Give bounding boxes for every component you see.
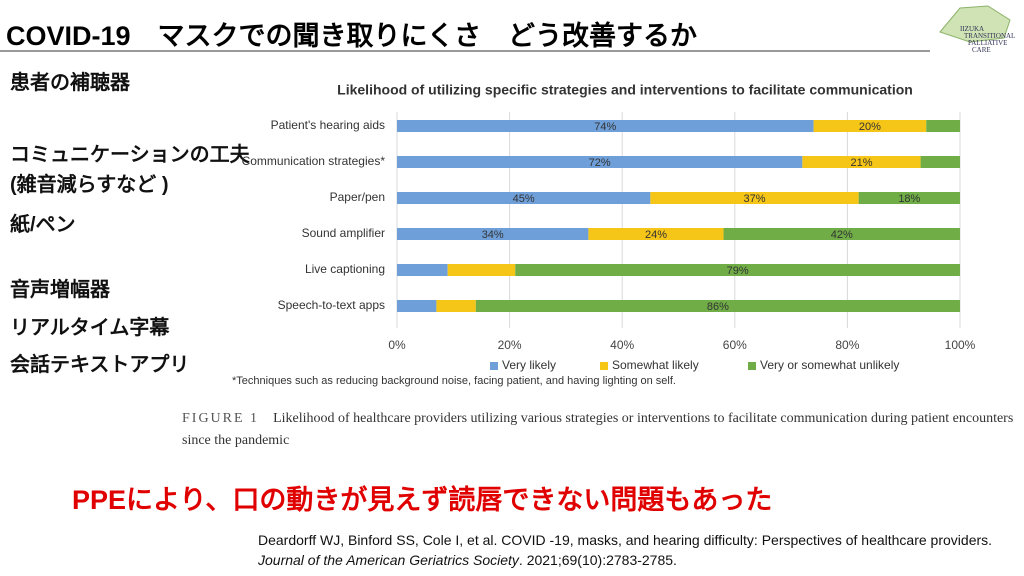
- highlight: PPEにより、口の動きが見えず読唇できない問題もあった: [72, 485, 773, 515]
- legend-label: Somewhat likely: [612, 358, 699, 372]
- side-label: (雑音減らすなど ): [10, 174, 169, 196]
- bar-segment: [920, 156, 960, 168]
- legend-swatch: [600, 362, 608, 370]
- bar-segment: [397, 228, 589, 240]
- x-tick-label: 80%: [835, 338, 859, 352]
- reference-text: Deardorff WJ, Binford SS, Cole I, et al.…: [258, 532, 993, 548]
- value-label: 42%: [831, 229, 853, 241]
- y-tick-label: Speech-to-text apps: [278, 298, 385, 312]
- bar-segment: [397, 156, 803, 168]
- logo: IIZUKA TRANSITIONAL PALLIATIVE CARE: [930, 2, 1020, 58]
- bar-segment: [813, 120, 927, 132]
- bar-segment: [588, 228, 724, 240]
- bar-segment: [397, 300, 437, 312]
- caption: FIGURE 1 Likelihood of healthcare provide…: [182, 408, 1017, 452]
- logo-line: IIZUKA: [960, 25, 985, 33]
- bar-segment: [650, 192, 859, 204]
- value-label: 20%: [859, 121, 881, 133]
- bar-segment: [397, 192, 651, 204]
- side-label: リアルタイム字幕: [10, 317, 170, 339]
- value-label: 79%: [727, 265, 749, 277]
- caption-text: Likelihood of healthcare providers utili…: [182, 411, 1014, 448]
- side-label: 紙/ペン: [10, 214, 76, 236]
- bar-segment: [802, 156, 921, 168]
- value-label: 24%: [645, 229, 667, 241]
- side-label: 会話テキストアプリ: [10, 354, 190, 376]
- legend-label: Very or somewhat unlikely: [760, 358, 899, 372]
- bar-segment: [858, 192, 960, 204]
- logo-line: TRANSITIONAL: [964, 32, 1016, 40]
- y-tick-label: Sound amplifier: [302, 226, 385, 240]
- bar-segment: [397, 264, 448, 276]
- x-tick-label: 40%: [610, 338, 634, 352]
- logo-line: PALLIATIVE: [968, 39, 1008, 47]
- legend-swatch: [748, 362, 756, 370]
- logo-text: IIZUKA TRANSITIONAL PALLIATIVE CARE: [960, 26, 1015, 54]
- caption-label: FIGURE 1: [182, 411, 260, 426]
- side-label: 音声増幅器: [10, 279, 110, 301]
- logo-shape: [939, 5, 1011, 43]
- bar-segment: [475, 300, 960, 312]
- value-label: 45%: [513, 193, 535, 205]
- y-tick-label: Communication strategies*: [242, 154, 386, 168]
- reference-journal: Journal of the American Geriatrics Socie…: [258, 552, 519, 568]
- value-label: 86%: [707, 301, 729, 313]
- chart-title: Likelihood of utilizing specific strateg…: [337, 82, 913, 98]
- x-tick-label: 20%: [498, 338, 522, 352]
- side-label: 患者の補聴器: [10, 72, 130, 94]
- value-label: 18%: [898, 193, 920, 205]
- value-label: 74%: [594, 121, 616, 133]
- x-tick-label: 100%: [945, 338, 976, 352]
- value-label: 34%: [482, 229, 504, 241]
- title-rule: [0, 50, 930, 52]
- x-tick-label: 60%: [723, 338, 747, 352]
- legend-label: Very likely: [502, 358, 556, 372]
- bar-segment: [515, 264, 960, 276]
- bar-segment: [926, 120, 960, 132]
- logo-art: [939, 5, 1011, 43]
- reference-details: . 2021;69(10):2783-2785.: [518, 552, 677, 568]
- x-tick-label: 0%: [388, 338, 406, 352]
- bar-segment: [723, 228, 960, 240]
- value-label: 21%: [850, 157, 872, 169]
- footnote: *Techniques such as reducing background …: [232, 375, 676, 387]
- slide-title: COVID-19 マスクでの聞き取りにくさ どう改善するか: [6, 21, 697, 51]
- bar-segment: [447, 264, 516, 276]
- logo-line: CARE: [972, 46, 991, 54]
- bar-segment: [397, 120, 814, 132]
- y-tick-label: Live captioning: [305, 262, 385, 276]
- value-label: 37%: [743, 193, 765, 205]
- side-label: コミュニケーションの工夫: [10, 144, 250, 166]
- y-tick-label: Patient's hearing aids: [271, 118, 385, 132]
- legend-swatch: [490, 362, 498, 370]
- y-tick-label: Paper/pen: [330, 190, 385, 204]
- bar-segment: [436, 300, 476, 312]
- value-label: 72%: [589, 157, 611, 169]
- reference: Deardorff WJ, Binford SS, Cole I, et al.…: [258, 530, 1018, 570]
